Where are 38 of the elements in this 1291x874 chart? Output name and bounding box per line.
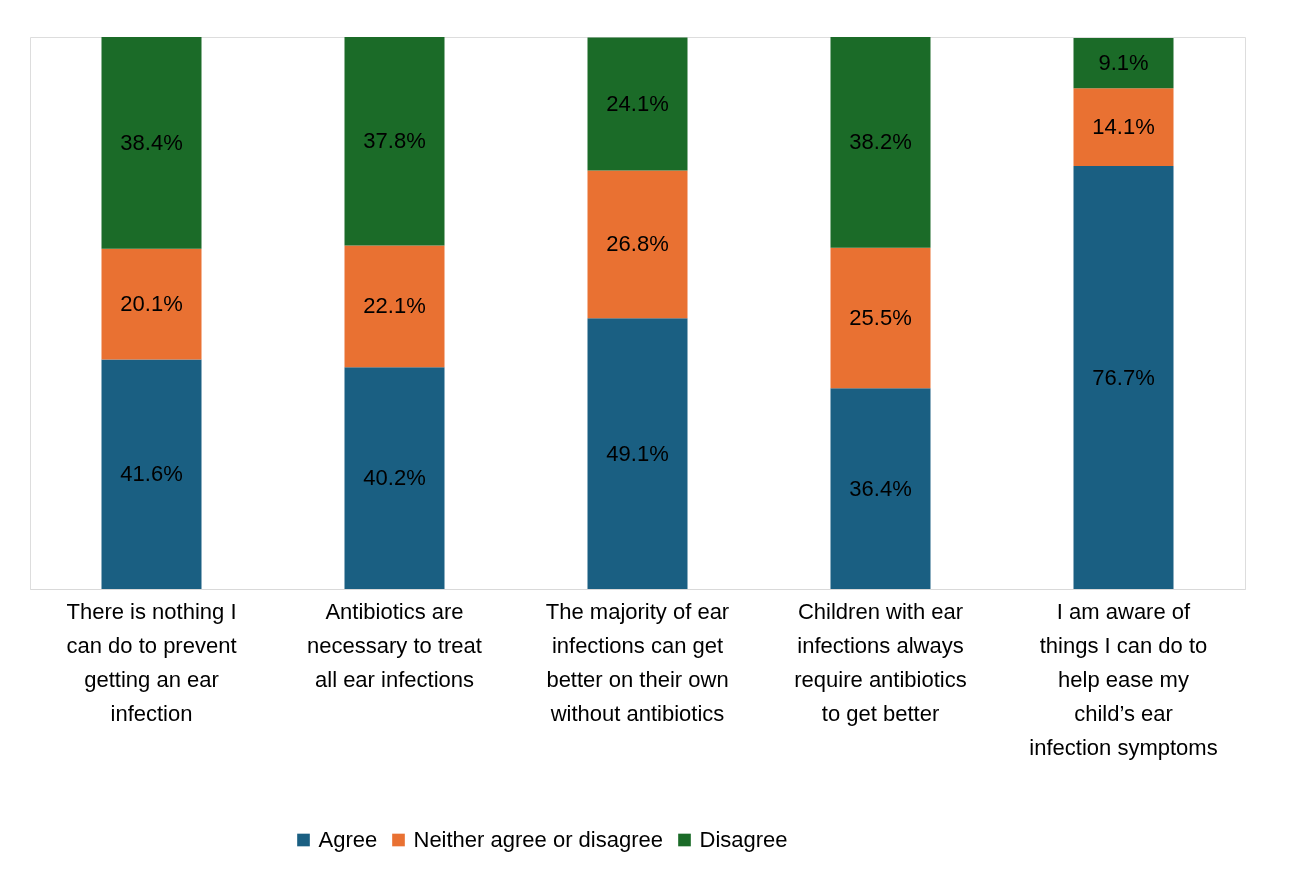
data-label: 40.2% (363, 465, 426, 491)
bar (1073, 38, 1174, 89)
x-tick-label: There is nothing I can do to prevent getting an ear infection (66, 598, 237, 726)
data-label: 24.1% (606, 91, 669, 116)
bar (1073, 166, 1174, 589)
bar (830, 37, 931, 248)
data-label: 20.1% (120, 291, 183, 317)
data-label: 22.1% (363, 293, 426, 319)
x-tick-label: The majority of ear infections can get better on their own without antibiotics (545, 598, 730, 726)
data-label: 76.7% (1092, 364, 1155, 390)
bar (344, 367, 445, 589)
data-label: 49.1% (606, 440, 669, 466)
bar (830, 247, 931, 389)
data-label: 38.2% (849, 129, 912, 155)
bar (1073, 88, 1174, 167)
data-label: 38.4% (120, 129, 183, 155)
x-tick-label: I am aware of things I can do to help ease my child’s ear infection symptoms (1029, 598, 1218, 760)
bar (587, 170, 688, 319)
x-tick-label: Children with ear infections always require antibiotics to get better (794, 598, 967, 726)
legend-label: Disagree (699, 827, 788, 852)
bar (344, 245, 445, 368)
data-label: 9.1% (1098, 50, 1149, 76)
bar (101, 37, 202, 249)
x-tick-label: Antibiotics are necessary to treat all ear infections (307, 598, 482, 692)
bar (101, 359, 202, 589)
bar (344, 37, 445, 246)
data-label: 14.1% (1092, 114, 1155, 140)
bar (587, 318, 688, 589)
bar (830, 388, 931, 589)
data-label: 26.8% (606, 231, 669, 257)
legend-label: Neither agree or disagree (413, 827, 663, 852)
data-label: 25.5% (849, 304, 912, 330)
data-label: 36.4% (849, 475, 912, 501)
data-label: 41.6% (120, 461, 183, 487)
data-label: 37.8% (363, 128, 426, 154)
bar (101, 248, 202, 360)
legend-label: Agree (318, 827, 378, 852)
bar (587, 37, 688, 171)
